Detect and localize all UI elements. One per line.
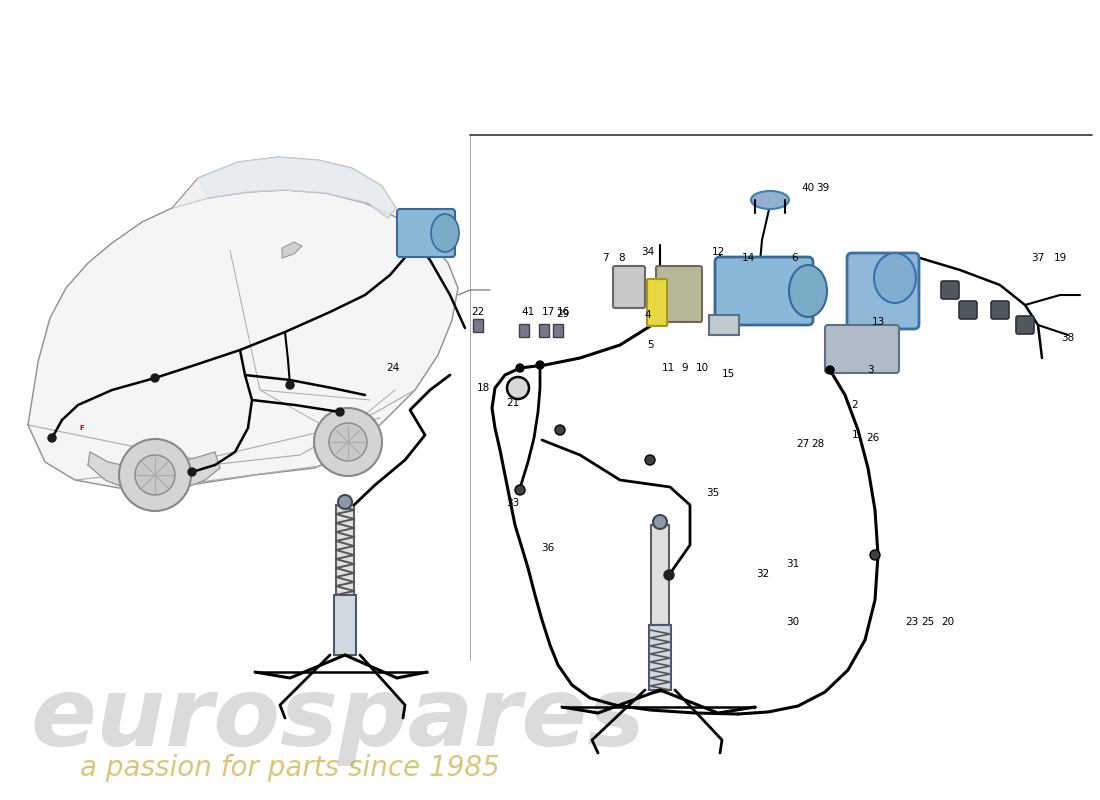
FancyBboxPatch shape <box>656 266 702 322</box>
Polygon shape <box>651 525 669 625</box>
FancyBboxPatch shape <box>397 209 455 257</box>
Text: 38: 38 <box>1062 333 1075 343</box>
Text: 3: 3 <box>867 365 873 375</box>
Text: eurospares: eurospares <box>30 674 645 766</box>
FancyBboxPatch shape <box>539 324 549 337</box>
Circle shape <box>48 434 56 442</box>
FancyBboxPatch shape <box>715 257 813 325</box>
Circle shape <box>314 408 382 476</box>
FancyBboxPatch shape <box>473 319 483 332</box>
Text: 8: 8 <box>618 253 625 263</box>
Text: 41: 41 <box>521 307 535 317</box>
Ellipse shape <box>431 214 459 252</box>
FancyBboxPatch shape <box>710 315 739 335</box>
Circle shape <box>507 377 529 399</box>
Text: 31: 31 <box>786 559 800 569</box>
Text: 7: 7 <box>602 253 608 263</box>
Text: 2: 2 <box>851 400 858 410</box>
FancyBboxPatch shape <box>991 301 1009 319</box>
Circle shape <box>870 550 880 560</box>
Text: 4: 4 <box>645 310 651 320</box>
Circle shape <box>119 439 191 511</box>
Text: 15: 15 <box>722 369 735 379</box>
Circle shape <box>329 423 367 461</box>
Text: 29: 29 <box>557 309 570 319</box>
Text: 1: 1 <box>851 430 858 440</box>
FancyBboxPatch shape <box>940 281 959 299</box>
Text: 9: 9 <box>682 363 689 373</box>
Text: 19: 19 <box>1054 253 1067 263</box>
Text: 35: 35 <box>706 488 719 498</box>
FancyBboxPatch shape <box>553 324 563 337</box>
Text: 39: 39 <box>816 183 829 193</box>
Text: 37: 37 <box>1032 253 1045 263</box>
Polygon shape <box>334 595 356 655</box>
Circle shape <box>653 515 667 529</box>
Circle shape <box>536 361 544 369</box>
Text: 33: 33 <box>506 498 519 508</box>
Text: 20: 20 <box>942 617 955 627</box>
Text: 24: 24 <box>386 363 399 373</box>
Polygon shape <box>649 625 671 690</box>
Circle shape <box>516 364 524 372</box>
Text: 36: 36 <box>541 543 554 553</box>
Polygon shape <box>336 505 354 595</box>
Circle shape <box>338 495 352 509</box>
Text: 26: 26 <box>867 433 880 443</box>
Ellipse shape <box>874 253 916 303</box>
Circle shape <box>151 374 160 382</box>
FancyBboxPatch shape <box>825 325 899 373</box>
Ellipse shape <box>751 191 789 209</box>
Polygon shape <box>88 452 220 492</box>
Text: 10: 10 <box>695 363 708 373</box>
Polygon shape <box>198 157 396 218</box>
Polygon shape <box>28 190 458 490</box>
FancyBboxPatch shape <box>959 301 977 319</box>
Text: a passion for parts since 1985: a passion for parts since 1985 <box>80 754 499 782</box>
Circle shape <box>664 570 674 580</box>
Text: 11: 11 <box>661 363 674 373</box>
Text: 12: 12 <box>712 247 725 257</box>
Text: 25: 25 <box>922 617 935 627</box>
Text: 30: 30 <box>786 617 800 627</box>
Circle shape <box>135 455 175 495</box>
Polygon shape <box>282 242 303 258</box>
FancyBboxPatch shape <box>847 253 918 329</box>
FancyBboxPatch shape <box>647 279 667 326</box>
Ellipse shape <box>789 265 827 317</box>
Circle shape <box>556 425 565 435</box>
Text: 17: 17 <box>541 307 554 317</box>
Text: 34: 34 <box>641 247 654 257</box>
Text: 13: 13 <box>871 317 884 327</box>
Text: 28: 28 <box>812 439 825 449</box>
Text: 5: 5 <box>647 340 653 350</box>
Text: 6: 6 <box>792 253 799 263</box>
Text: 18: 18 <box>476 383 490 393</box>
Text: 23: 23 <box>905 617 918 627</box>
Text: 21: 21 <box>506 398 519 408</box>
Circle shape <box>188 468 196 476</box>
Polygon shape <box>172 157 396 218</box>
Circle shape <box>645 455 654 465</box>
Text: 14: 14 <box>741 253 755 263</box>
FancyBboxPatch shape <box>613 266 645 308</box>
FancyBboxPatch shape <box>519 324 529 337</box>
Circle shape <box>515 485 525 495</box>
Text: F: F <box>79 425 85 431</box>
Text: 22: 22 <box>472 307 485 317</box>
Circle shape <box>286 381 294 389</box>
Text: 27: 27 <box>796 439 810 449</box>
FancyBboxPatch shape <box>1016 316 1034 334</box>
Text: 32: 32 <box>757 569 770 579</box>
Circle shape <box>336 408 344 416</box>
Text: 40: 40 <box>802 183 815 193</box>
Text: 16: 16 <box>557 307 570 317</box>
Circle shape <box>826 366 834 374</box>
